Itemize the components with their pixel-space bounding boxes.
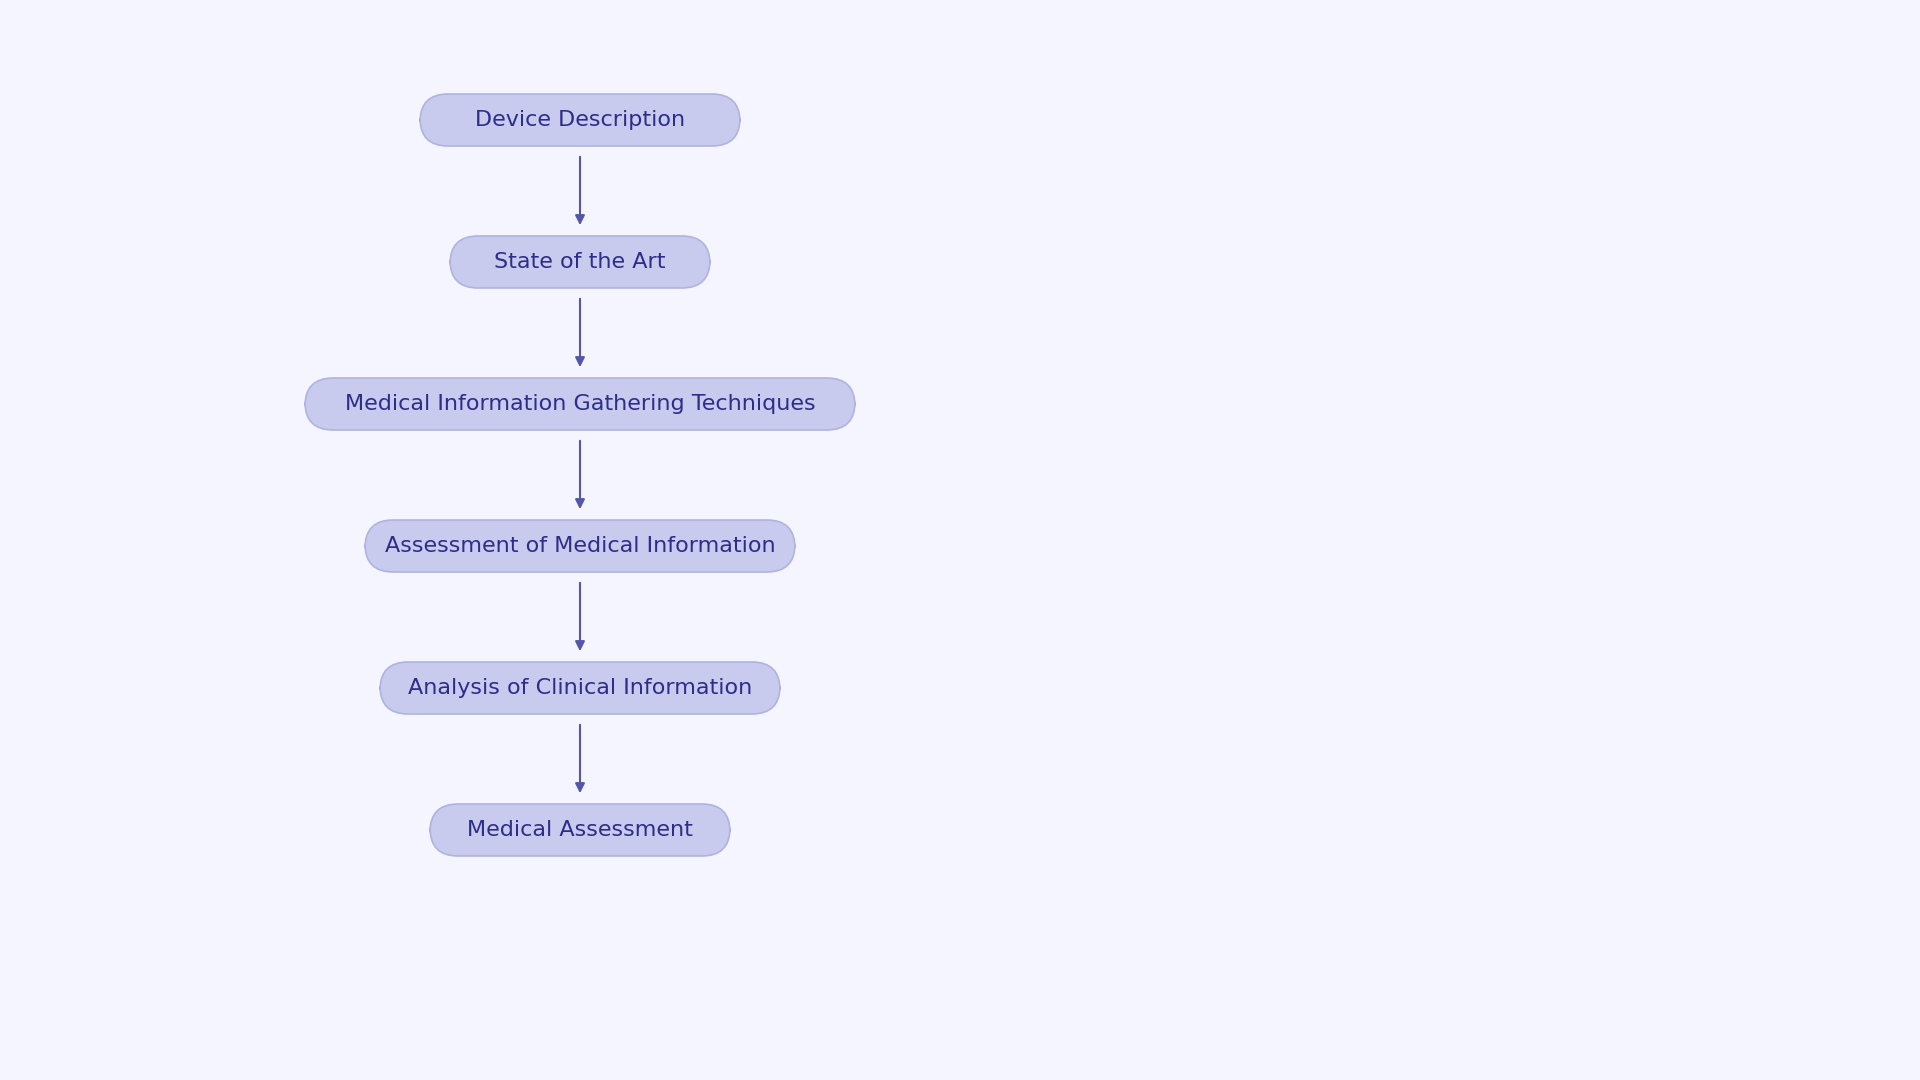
FancyBboxPatch shape <box>365 519 795 572</box>
Text: Device Description: Device Description <box>474 110 685 130</box>
FancyBboxPatch shape <box>430 804 730 856</box>
Text: Assessment of Medical Information: Assessment of Medical Information <box>384 536 776 556</box>
FancyBboxPatch shape <box>420 94 739 146</box>
FancyBboxPatch shape <box>380 662 780 714</box>
Text: State of the Art: State of the Art <box>493 252 666 272</box>
Text: Medical Information Gathering Techniques: Medical Information Gathering Techniques <box>346 394 816 414</box>
Text: Medical Assessment: Medical Assessment <box>467 820 693 840</box>
Text: Analysis of Clinical Information: Analysis of Clinical Information <box>407 678 753 698</box>
FancyBboxPatch shape <box>305 378 854 430</box>
FancyBboxPatch shape <box>449 237 710 288</box>
